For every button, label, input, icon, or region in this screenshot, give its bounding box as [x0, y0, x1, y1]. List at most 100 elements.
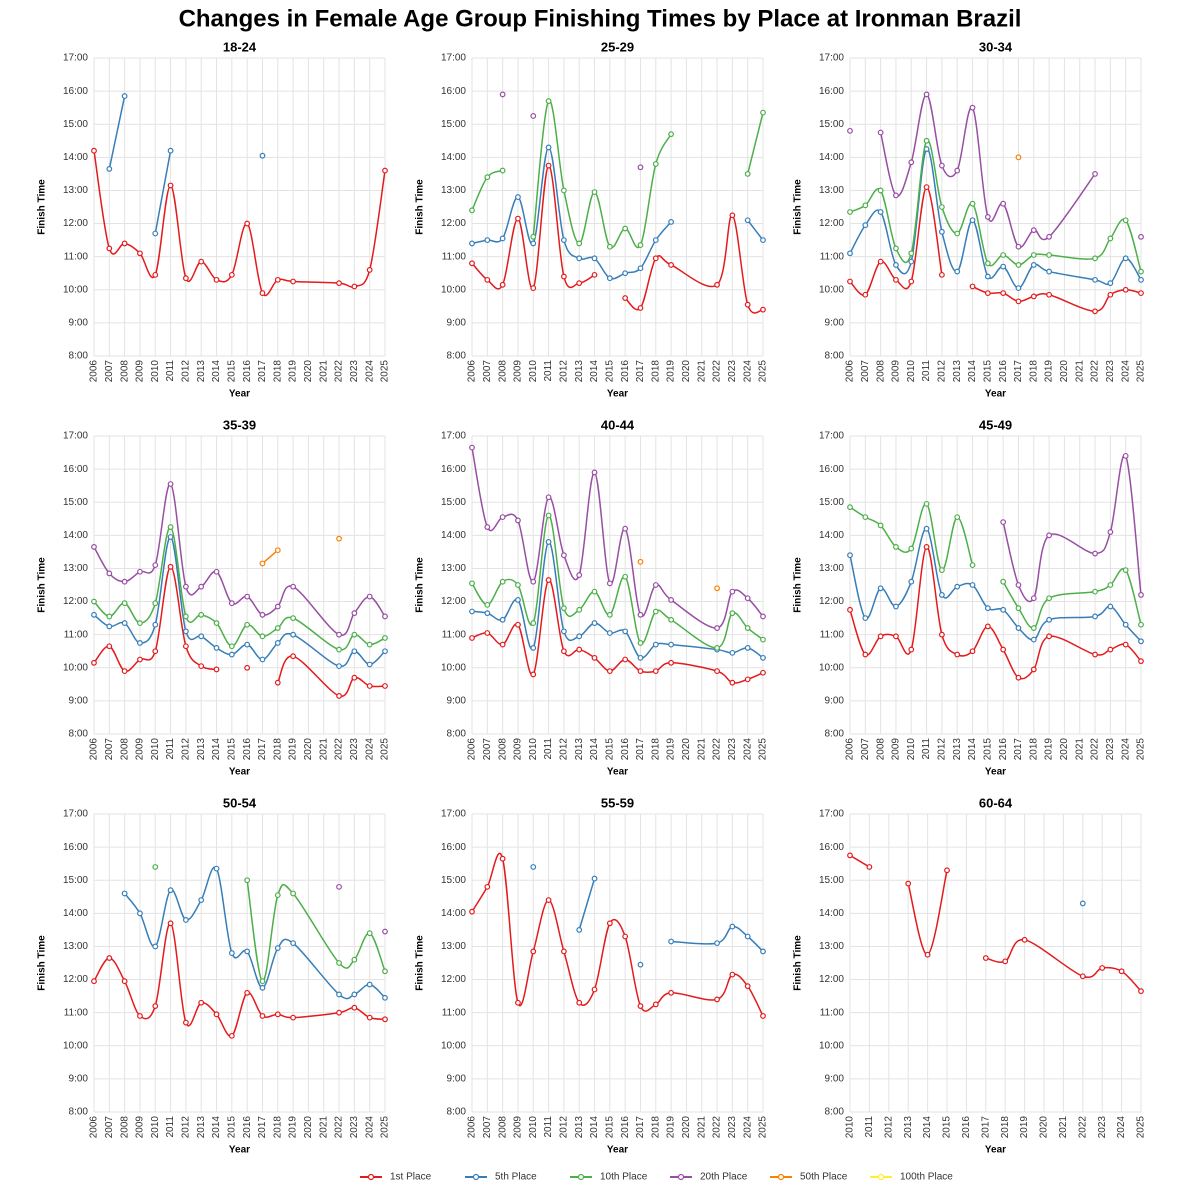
- data-point: [1046, 633, 1053, 640]
- x-axis-label: Year: [985, 767, 1006, 778]
- x-tick-label: 2006: [467, 360, 478, 383]
- data-point: [652, 582, 659, 588]
- data-point: [336, 646, 342, 653]
- x-tick-label: 2015: [226, 360, 237, 383]
- data-point: [606, 275, 613, 282]
- data-point: [259, 611, 266, 618]
- data-point: [714, 585, 720, 592]
- x-tick-label: 2011: [165, 738, 176, 760]
- data-point: [259, 152, 266, 159]
- data-point: [862, 651, 869, 658]
- y-tick-label: 9:00: [825, 318, 845, 329]
- data-point: [877, 633, 884, 640]
- x-tick-label: 2008: [497, 738, 508, 761]
- data-point: [469, 444, 475, 451]
- data-point: [1000, 252, 1007, 258]
- data-point: [530, 671, 537, 678]
- data-point: [1015, 262, 1022, 268]
- data-point: [515, 621, 521, 628]
- data-point: [938, 162, 945, 169]
- data-point: [1015, 674, 1022, 681]
- data-point: [984, 260, 991, 267]
- x-tick-label: 2012: [937, 738, 948, 761]
- data-point: [91, 598, 97, 605]
- data-point: [545, 162, 552, 169]
- data-point: [274, 679, 281, 686]
- x-tick-label: 2010: [150, 738, 161, 761]
- data-point: [484, 630, 491, 636]
- x-tick-label: 2021: [696, 360, 707, 383]
- x-tick-label: 2015: [604, 360, 615, 383]
- data-point: [152, 600, 159, 607]
- data-point: [606, 243, 613, 250]
- data-point: [984, 290, 991, 296]
- data-point: [847, 504, 853, 511]
- x-tick-label: 2022: [712, 1116, 723, 1139]
- x-tick-label: 2022: [712, 360, 723, 383]
- x-tick-label: 2007: [482, 738, 493, 761]
- y-tick-label: 12:00: [63, 974, 88, 985]
- x-tick-label: 2010: [906, 738, 917, 761]
- data-point: [637, 265, 644, 272]
- data-point: [637, 242, 644, 248]
- x-tick-label: 2008: [875, 738, 886, 761]
- data-point: [637, 654, 644, 661]
- x-tick-label: 2025: [758, 360, 769, 383]
- data-point: [1107, 291, 1114, 298]
- data-point: [336, 693, 342, 699]
- data-point: [938, 204, 945, 210]
- x-axis-label: Year: [985, 389, 1006, 400]
- data-point: [1079, 900, 1086, 907]
- data-point: [744, 301, 751, 308]
- x-tick-label: 2021: [1074, 360, 1085, 383]
- data-point: [652, 608, 659, 615]
- y-tick-label: 14:00: [819, 530, 844, 541]
- data-point: [1015, 625, 1022, 631]
- data-point: [382, 1016, 388, 1023]
- x-tick-label: 2010: [906, 360, 917, 383]
- data-point: [744, 983, 751, 990]
- x-tick-label: 2008: [497, 1116, 508, 1139]
- data-point: [351, 631, 358, 638]
- x-tick-label: 2015: [982, 360, 993, 383]
- data-point: [938, 592, 945, 598]
- data-point: [668, 131, 675, 138]
- x-tick-label: 2012: [181, 360, 192, 383]
- data-point: [137, 910, 143, 917]
- data-point: [862, 291, 869, 298]
- y-tick-label: 13:00: [63, 563, 88, 574]
- x-tick-label: 2007: [482, 1116, 493, 1139]
- x-tick-label: 2010: [845, 1116, 856, 1139]
- data-point: [213, 620, 220, 626]
- y-tick-label: 16:00: [819, 842, 844, 853]
- data-point: [213, 568, 220, 575]
- x-tick-label: 2014: [922, 1116, 933, 1139]
- y-tick-label: 10:00: [441, 662, 466, 673]
- data-point: [274, 945, 281, 951]
- data-point: [1092, 651, 1098, 658]
- data-point: [938, 228, 945, 235]
- x-tick-label: 2007: [482, 360, 493, 383]
- data-point: [744, 595, 751, 602]
- data-point: [923, 184, 930, 191]
- data-point: [484, 610, 491, 617]
- data-point: [91, 611, 97, 618]
- data-point: [152, 1003, 159, 1009]
- x-axis-label: Year: [229, 767, 250, 778]
- data-point: [499, 167, 506, 174]
- data-point: [259, 560, 266, 567]
- data-point: [954, 268, 961, 275]
- data-point: [545, 144, 552, 151]
- data-point: [847, 127, 853, 134]
- series-line: [124, 866, 386, 1000]
- data-point: [274, 547, 281, 554]
- data-point: [213, 666, 220, 673]
- data-point: [877, 209, 884, 215]
- data-point: [469, 635, 475, 641]
- x-tick-label: 2021: [318, 738, 329, 761]
- data-point: [198, 633, 205, 640]
- x-tick-label: 2023: [727, 360, 738, 383]
- x-tick-label: 2011: [921, 738, 932, 760]
- data-point: [668, 659, 675, 666]
- data-point: [336, 535, 342, 542]
